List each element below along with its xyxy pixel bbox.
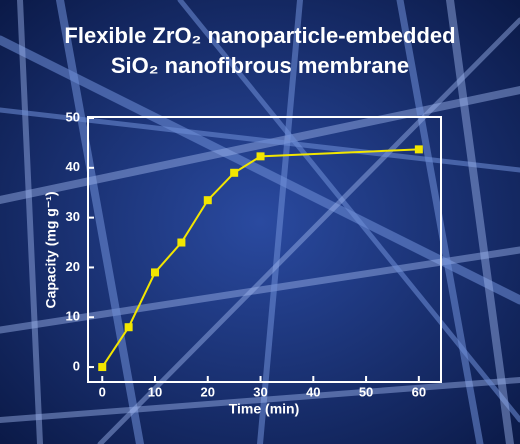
plot-frame	[87, 116, 442, 383]
data-point	[256, 152, 265, 161]
data-point	[230, 168, 239, 177]
data-line	[101, 148, 419, 368]
data-point	[124, 323, 133, 332]
y-tick-label: 30	[66, 209, 80, 224]
data-point	[151, 268, 160, 277]
y-tick-label: 20	[66, 259, 80, 274]
x-tick-label: 50	[359, 384, 373, 399]
y-tick-label: 0	[73, 358, 80, 373]
x-tick-label: 40	[306, 384, 320, 399]
y-tick-label: 40	[66, 159, 80, 174]
data-point	[414, 145, 423, 154]
x-axis-label: Time (min)	[229, 401, 300, 417]
x-tick-label: 0	[99, 384, 106, 399]
data-point	[203, 196, 212, 205]
x-tick-label: 60	[412, 384, 426, 399]
y-tick-label: 50	[66, 109, 80, 124]
chart-title: Flexible ZrO₂ nanoparticle-embedded	[64, 23, 455, 48]
data-point	[98, 363, 107, 372]
y-tick-label: 10	[66, 309, 80, 324]
y-axis-label: Capacity (mg g⁻¹)	[43, 191, 59, 308]
x-tick-label: 20	[201, 384, 215, 399]
x-tick-label: 10	[148, 384, 162, 399]
x-tick-label: 30	[253, 384, 267, 399]
chart-title: SiO₂ nanofibrous membrane	[111, 53, 409, 78]
data-point	[177, 238, 186, 247]
